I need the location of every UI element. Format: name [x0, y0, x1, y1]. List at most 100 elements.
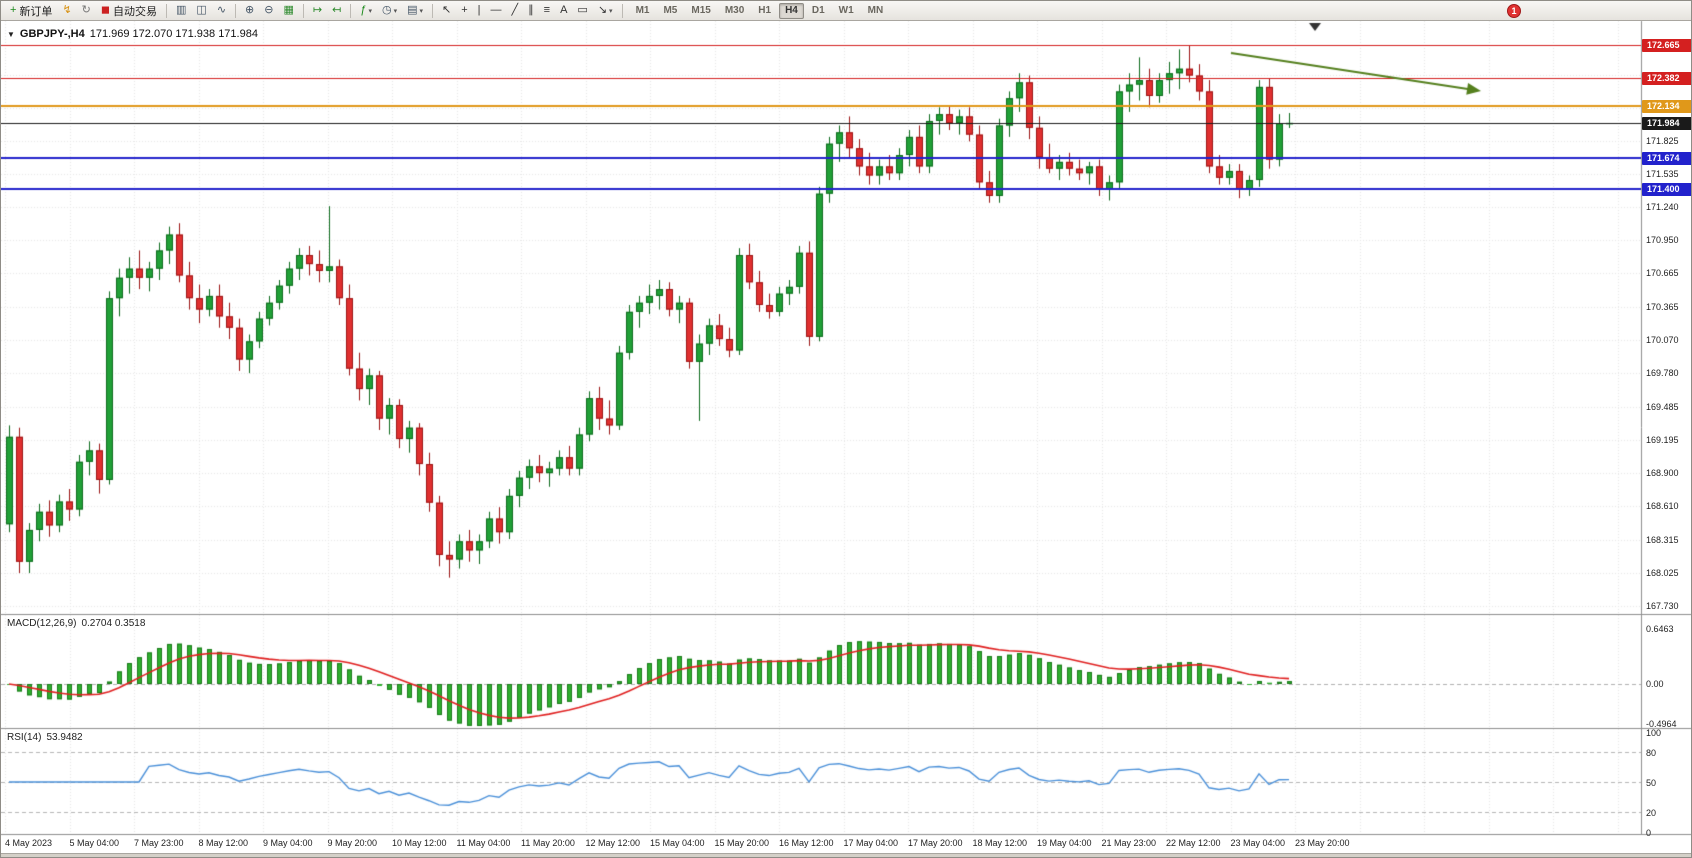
timeframe-m30[interactable]: M30 [724, 5, 745, 16]
collapse-toggle-icon[interactable]: ▼ [7, 29, 15, 39]
trendline-icon: ╱ [511, 4, 519, 16]
arrow-objects-icon: ↘ [597, 4, 608, 16]
time-axis-label: 21 May 23:00 [1101, 838, 1157, 848]
crosshair-button[interactable]: + [457, 2, 471, 20]
symbol-period-label: GBPJPY-,H4 [19, 28, 85, 40]
bar-chart-button[interactable]: ▥ [172, 2, 190, 20]
ohlc-values: 171.969 172.070 171.938 171.984 [89, 28, 258, 40]
rsi-indicator-label: RSI(14) 53.9482 [7, 732, 83, 743]
candlestick-chart-icon: ◫ [196, 4, 207, 16]
time-axis-label: 9 May 20:00 [327, 838, 378, 848]
auto-trading-icon: ◼ [100, 4, 111, 16]
macd-axis-label: 0.6463 [1646, 624, 1674, 635]
time-axis-label: 5 May 04:00 [69, 838, 120, 848]
bottom-strip [1, 853, 1691, 857]
tile-windows-button[interactable]: ▦ [279, 2, 297, 20]
auto-trading-button-label: 自动交易 [113, 5, 158, 18]
timeframe-m15[interactable]: M15 [691, 5, 711, 16]
price-grid-label: 168.610 [1646, 501, 1679, 512]
time-axis-label: 9 May 04:00 [263, 838, 313, 848]
text-label-button[interactable]: ▭ [573, 2, 591, 20]
price-tag-171-674: 171.674 [1642, 152, 1691, 165]
periods-button[interactable]: ◷ ▾ [378, 2, 401, 20]
timeframe-mn[interactable]: MN [867, 5, 884, 16]
auto-scroll-button[interactable]: ↦ [309, 2, 326, 20]
price-grid-label: 169.780 [1646, 368, 1679, 379]
lightning-icon: ↯ [62, 4, 72, 16]
time-axis-label: 11 May 20:00 [521, 838, 575, 848]
candlestick-chart-button[interactable]: ◫ [192, 2, 210, 20]
timeframe-m1[interactable]: M1 [635, 5, 650, 16]
toolbar-separator [235, 3, 237, 18]
time-axis-label: 7 May 23:00 [134, 838, 184, 848]
time-axis-label: 23 May 04:00 [1230, 838, 1286, 848]
price-grid-label: 171.535 [1646, 168, 1679, 179]
time-axis-label: 11 May 04:00 [456, 838, 511, 848]
price-grid-label: 169.195 [1646, 434, 1679, 445]
time-axis-label: 18 May 12:00 [972, 838, 1028, 848]
horizontal-line-icon: — [490, 4, 502, 16]
toolbar-separator [621, 3, 623, 18]
time-axis-label: 16 May 12:00 [779, 838, 834, 848]
time-axis-label: 4 May 2023 [5, 838, 53, 848]
price-grid-label: 169.485 [1646, 401, 1679, 412]
timeframe-h4[interactable]: H4 [779, 2, 804, 19]
toolbar-separator [166, 3, 168, 18]
chevron-down-icon: ▾ [368, 7, 372, 15]
time-axis-label: 22 May 12:00 [1166, 838, 1221, 848]
auto-trading-button[interactable]: ◼ 自动交易 [97, 2, 161, 20]
zoom-out-button[interactable]: ⊖ [260, 2, 277, 20]
indicators-button[interactable]: ƒ ▾ [356, 2, 376, 20]
toolbar-separator [302, 3, 304, 18]
chart-shift-button[interactable]: ↤ [328, 2, 345, 20]
toolbar-separator [350, 3, 352, 18]
price-grid-label: 167.730 [1646, 601, 1679, 612]
vertical-line-icon: | [477, 4, 481, 16]
auto-scroll-icon: ↦ [312, 4, 323, 16]
line-chart-icon: ∿ [216, 4, 227, 16]
refresh-button[interactable]: ↻ [78, 2, 95, 20]
label-icon: ▭ [577, 4, 588, 16]
new-order-button[interactable]: + 新订单 [6, 2, 56, 20]
clock-icon: ◷ [381, 4, 392, 16]
chart-shift-icon: ↤ [332, 4, 342, 16]
zoom-in-button[interactable]: ⊕ [241, 2, 258, 20]
timeframe-h1[interactable]: H1 [758, 5, 772, 16]
price-tag-172-382: 172.382 [1642, 71, 1691, 85]
notification-badge[interactable]: 1 [1507, 4, 1521, 18]
horizontal-line-button[interactable]: — [487, 2, 506, 20]
zoom-in-icon: ⊕ [245, 4, 255, 16]
macd-axis-label: 0.00 [1646, 679, 1664, 689]
cursor-button[interactable]: ↖ [438, 2, 455, 20]
price-grid-label: 171.825 [1646, 135, 1679, 146]
channel-button[interactable]: ∥ [524, 2, 538, 20]
refresh-icon: ↻ [81, 4, 91, 16]
price-tag-171-400: 171.400 [1642, 183, 1691, 197]
time-axis-label: 17 May 04:00 [843, 838, 899, 848]
toolbar-separator [432, 3, 434, 18]
price-grid-label: 168.900 [1646, 468, 1679, 479]
vertical-line-button[interactable]: | [474, 2, 485, 20]
quick-trade-button[interactable]: ↯ [58, 2, 75, 20]
timeframe-d1[interactable]: D1 [811, 5, 825, 16]
text-button[interactable]: A [556, 2, 571, 20]
timeframe-w1[interactable]: W1 [838, 5, 854, 16]
templates-button[interactable]: ▤ ▾ [403, 2, 427, 20]
fibonacci-button[interactable]: ≡ [540, 2, 554, 20]
price-grid-label: 171.240 [1646, 202, 1679, 213]
timeframe-m5[interactable]: M5 [663, 5, 678, 16]
time-axis-label: 8 May 12:00 [198, 838, 249, 848]
arrows-button[interactable]: ↘ ▾ [594, 2, 617, 20]
crosshair-icon: + [461, 4, 468, 16]
fibonacci-icon: ≡ [543, 4, 551, 16]
trendline-button[interactable]: ╱ [508, 2, 523, 20]
price-grid-label: 170.070 [1646, 335, 1679, 346]
line-chart-button[interactable]: ∿ [213, 2, 230, 20]
time-axis-label: 15 May 04:00 [650, 838, 705, 848]
